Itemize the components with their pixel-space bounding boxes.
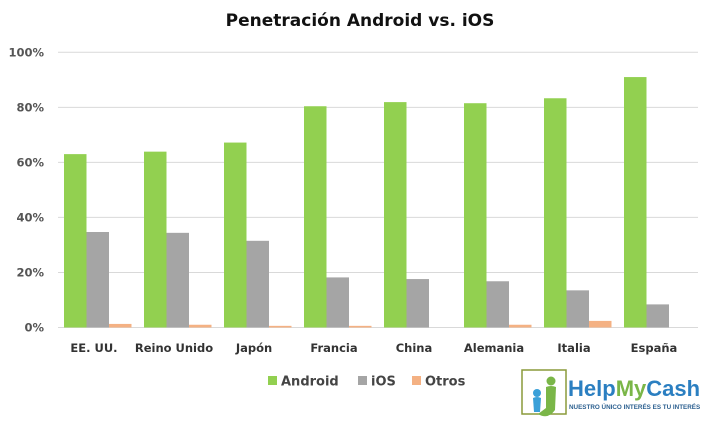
bar-ios bbox=[566, 290, 589, 328]
bar-android bbox=[304, 106, 327, 328]
x-tick-label: Alemania bbox=[464, 341, 524, 355]
chart-title: Penetración Android vs. iOS bbox=[226, 11, 495, 31]
bar-otros bbox=[269, 325, 292, 328]
y-tick-label: 20% bbox=[16, 265, 44, 279]
x-tick-label: España bbox=[631, 341, 678, 355]
x-tick-label: EE. UU. bbox=[70, 341, 117, 355]
bar-ios bbox=[486, 281, 509, 328]
bar-android bbox=[624, 77, 647, 328]
bar-android bbox=[144, 151, 167, 328]
bar-android bbox=[464, 103, 487, 328]
bar-otros bbox=[349, 325, 372, 328]
legend-label-otros: Otros bbox=[425, 375, 466, 390]
bar-android bbox=[384, 102, 407, 328]
y-tick-label: 0% bbox=[24, 321, 44, 335]
legend-label-android: Android bbox=[281, 375, 339, 390]
bar-ios bbox=[406, 279, 429, 328]
bar-ios bbox=[646, 304, 669, 328]
bar-otros bbox=[509, 324, 532, 328]
y-tick-label: 60% bbox=[16, 155, 44, 169]
y-tick-label: 40% bbox=[16, 210, 44, 224]
bar-ios bbox=[246, 240, 269, 328]
helpmycash-logo: HelpMyCash NUESTRO ÚNICO INTERÉS ES TU I… bbox=[521, 369, 700, 417]
bar-ios bbox=[86, 232, 109, 328]
legend-swatch-android bbox=[268, 376, 277, 385]
x-tick-label: China bbox=[396, 341, 433, 355]
x-tick-label: Reino Unido bbox=[135, 341, 213, 355]
legend: Android iOS Otros bbox=[268, 375, 466, 390]
bar-otros bbox=[109, 323, 132, 328]
bars bbox=[64, 77, 669, 328]
legend-swatch-otros bbox=[412, 376, 421, 385]
y-tick-label: 100% bbox=[8, 45, 44, 59]
legend-label-ios: iOS bbox=[371, 375, 396, 390]
bar-ios bbox=[166, 232, 189, 328]
y-tick-label: 80% bbox=[16, 100, 44, 114]
bar-android bbox=[64, 154, 87, 328]
bar-otros bbox=[189, 324, 212, 328]
bar-android bbox=[224, 142, 247, 328]
y-axis-ticks: 0% 20% 40% 60% 80% 100% bbox=[8, 45, 44, 334]
logo-tagline: NUESTRO ÚNICO INTERÉS ES TU INTERÉS bbox=[569, 402, 700, 411]
x-tick-label: Italia bbox=[557, 341, 590, 355]
x-axis-labels: EE. UU. Reino Unido Japón Francia China Alema… bbox=[70, 341, 677, 355]
bar-android bbox=[544, 98, 567, 328]
person-icon bbox=[533, 389, 541, 397]
legend-swatch-ios bbox=[358, 376, 367, 385]
x-tick-label: Francia bbox=[310, 341, 357, 355]
x-tick-label: Japón bbox=[235, 341, 272, 355]
svg-text:HelpMyCash: HelpMyCash bbox=[568, 376, 700, 401]
bar-ios bbox=[326, 277, 349, 328]
bar-otros bbox=[589, 320, 612, 328]
